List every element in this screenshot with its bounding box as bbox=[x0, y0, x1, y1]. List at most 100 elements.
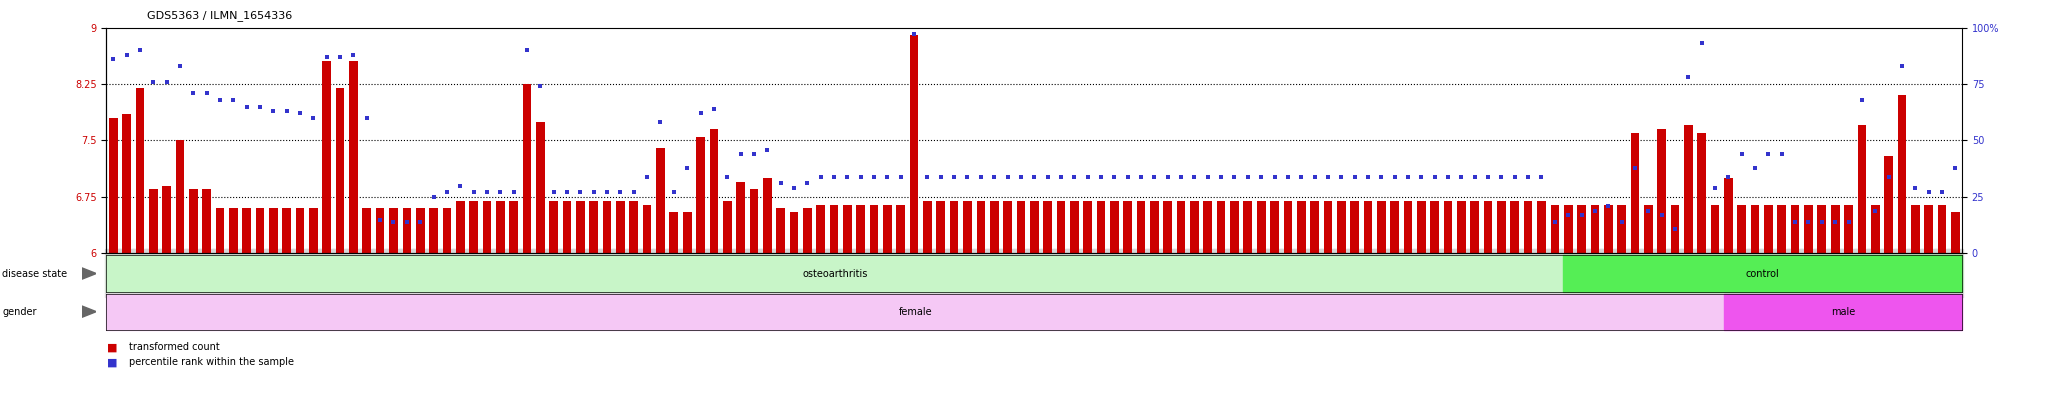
Bar bbox=[682, 212, 692, 253]
Bar bbox=[362, 208, 371, 253]
Point bbox=[176, 90, 209, 96]
Bar bbox=[1057, 201, 1065, 253]
Point bbox=[1886, 63, 1919, 69]
Text: control: control bbox=[1745, 268, 1780, 279]
Point bbox=[1739, 164, 1772, 171]
Bar bbox=[575, 201, 586, 253]
Bar bbox=[723, 201, 731, 253]
Bar bbox=[1671, 204, 1679, 253]
Bar bbox=[1257, 201, 1266, 253]
Point bbox=[1098, 174, 1130, 180]
Bar bbox=[616, 201, 625, 253]
Point bbox=[885, 174, 918, 180]
Point bbox=[924, 174, 956, 180]
Point bbox=[1059, 174, 1092, 180]
Bar bbox=[829, 204, 838, 253]
Bar bbox=[897, 204, 905, 253]
Bar bbox=[950, 201, 958, 253]
Point bbox=[791, 180, 823, 187]
Point bbox=[244, 103, 276, 110]
Bar bbox=[776, 208, 784, 253]
Bar bbox=[1618, 204, 1626, 253]
Point bbox=[164, 63, 197, 69]
Point bbox=[858, 174, 891, 180]
Point bbox=[1898, 185, 1931, 191]
Point bbox=[430, 189, 463, 196]
Bar bbox=[590, 201, 598, 253]
Point bbox=[657, 189, 690, 196]
Bar bbox=[1898, 95, 1907, 253]
Point bbox=[1606, 219, 1638, 225]
Point bbox=[1085, 174, 1118, 180]
Point bbox=[1044, 174, 1077, 180]
Point bbox=[897, 31, 930, 37]
Bar bbox=[883, 204, 891, 253]
Bar bbox=[1911, 204, 1919, 253]
Bar bbox=[803, 208, 811, 253]
Bar bbox=[1538, 201, 1546, 253]
Bar bbox=[1645, 204, 1653, 253]
Bar bbox=[1577, 204, 1585, 253]
Point bbox=[137, 79, 170, 85]
Bar bbox=[123, 114, 131, 253]
Bar bbox=[109, 118, 117, 253]
Point bbox=[711, 174, 743, 180]
Bar bbox=[309, 208, 317, 253]
Bar bbox=[1430, 201, 1440, 253]
Bar bbox=[1137, 201, 1145, 253]
Bar bbox=[670, 212, 678, 253]
Bar bbox=[389, 208, 397, 253]
Bar bbox=[1763, 204, 1774, 253]
Bar bbox=[549, 201, 557, 253]
Point bbox=[1860, 208, 1892, 214]
Bar bbox=[963, 201, 973, 253]
Point bbox=[1178, 174, 1210, 180]
Point bbox=[1352, 174, 1384, 180]
Bar bbox=[106, 294, 1724, 330]
Point bbox=[1432, 174, 1464, 180]
Text: ■: ■ bbox=[106, 342, 117, 353]
Point bbox=[1419, 174, 1452, 180]
Bar bbox=[336, 88, 344, 253]
Bar bbox=[1565, 204, 1573, 253]
Bar bbox=[1284, 201, 1292, 253]
Bar bbox=[322, 61, 332, 253]
Text: female: female bbox=[899, 307, 932, 317]
Bar bbox=[1217, 201, 1225, 253]
Point bbox=[1751, 151, 1784, 157]
Point bbox=[590, 189, 623, 196]
Point bbox=[391, 219, 424, 225]
Bar bbox=[1004, 201, 1012, 253]
Point bbox=[1698, 185, 1731, 191]
Point bbox=[831, 174, 864, 180]
Point bbox=[1473, 174, 1505, 180]
Bar bbox=[469, 201, 477, 253]
Bar bbox=[1016, 201, 1026, 253]
Bar bbox=[1751, 204, 1759, 253]
Point bbox=[1231, 174, 1264, 180]
Bar bbox=[106, 255, 1563, 292]
Bar bbox=[709, 129, 719, 253]
Point bbox=[551, 189, 584, 196]
Point bbox=[1298, 174, 1331, 180]
Point bbox=[1165, 174, 1198, 180]
Bar bbox=[1843, 204, 1853, 253]
Point bbox=[1004, 174, 1036, 180]
Bar bbox=[283, 208, 291, 253]
Bar bbox=[1470, 201, 1479, 253]
Bar bbox=[750, 189, 758, 253]
Point bbox=[1833, 219, 1866, 225]
Bar bbox=[1444, 201, 1452, 253]
Bar bbox=[242, 208, 252, 253]
Bar bbox=[1296, 201, 1305, 253]
Point bbox=[1618, 164, 1651, 171]
Bar bbox=[215, 208, 225, 253]
Bar bbox=[989, 201, 999, 253]
Point bbox=[698, 106, 731, 112]
Bar bbox=[1737, 204, 1747, 253]
Point bbox=[1552, 212, 1585, 218]
Point bbox=[1925, 189, 1958, 196]
Point bbox=[1806, 219, 1839, 225]
Bar bbox=[1683, 125, 1692, 253]
Bar bbox=[135, 88, 143, 253]
